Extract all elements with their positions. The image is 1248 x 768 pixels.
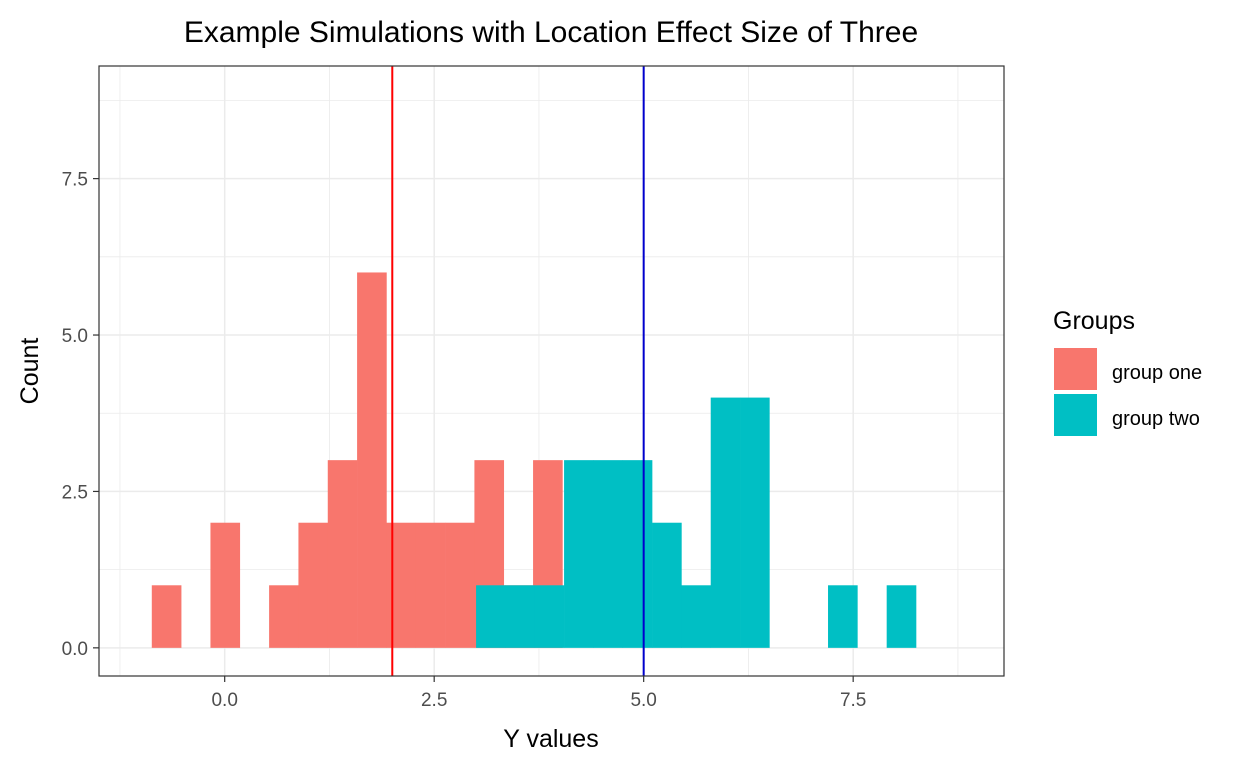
histogram-bar-group-one <box>415 522 446 648</box>
y-tick-label: 7.5 <box>62 170 88 191</box>
histogram-bar-group-two <box>622 460 653 648</box>
histogram-bar-group-two <box>740 397 770 648</box>
histogram-bar-group-one <box>445 522 475 648</box>
histogram-bar-group-two <box>652 522 682 648</box>
legend-key-group-two <box>1054 394 1097 436</box>
histogram-bar-group-two <box>593 460 624 648</box>
x-tick-label: 0.0 <box>211 690 237 711</box>
histogram-bar-group-two <box>681 585 712 648</box>
series-group-two <box>476 397 917 648</box>
reference-lines <box>391 66 645 676</box>
histogram-bar-group-two <box>505 585 536 648</box>
histogram-bar-group-one <box>357 272 387 648</box>
x-axis-title: Y values <box>503 725 598 753</box>
histogram-bar-group-two <box>828 585 858 648</box>
x-tick-label: 5.0 <box>630 690 656 711</box>
histogram-bar-group-two <box>564 460 594 648</box>
histogram-bar-group-two <box>886 585 917 648</box>
y-tick-label: 2.5 <box>62 482 88 503</box>
histogram-bar-group-two <box>534 585 565 648</box>
y-tick-label: 5.0 <box>62 326 88 347</box>
y-axis: 0.0 2.5 5.0 7.5 <box>62 170 99 660</box>
chart-title: Example Simulations with Location Effect… <box>184 16 918 49</box>
y-axis-title: Count <box>16 338 44 405</box>
legend-label-group-one: group one <box>1112 362 1202 384</box>
legend-label-group-two: group two <box>1112 408 1200 430</box>
legend-title: Groups <box>1053 307 1135 335</box>
histogram-bar-group-one <box>327 460 358 648</box>
legend: Groups group one group two <box>1053 307 1202 436</box>
legend-key-group-one <box>1054 348 1097 390</box>
histogram-bar-group-one <box>269 585 299 648</box>
y-tick-label: 0.0 <box>62 639 88 660</box>
histogram-bar-group-one <box>210 522 241 648</box>
x-axis: 0.0 2.5 5.0 7.5 <box>211 676 866 711</box>
histogram-bar-group-one <box>386 522 417 648</box>
histogram-bar-group-one <box>151 585 182 648</box>
x-tick-label: 2.5 <box>421 690 447 711</box>
x-tick-label: 7.5 <box>840 690 866 711</box>
histogram-bar-group-two <box>476 585 506 648</box>
histogram-bar-group-one <box>298 522 329 648</box>
histogram-bar-group-two <box>710 397 741 648</box>
plot-border <box>98 65 1005 677</box>
